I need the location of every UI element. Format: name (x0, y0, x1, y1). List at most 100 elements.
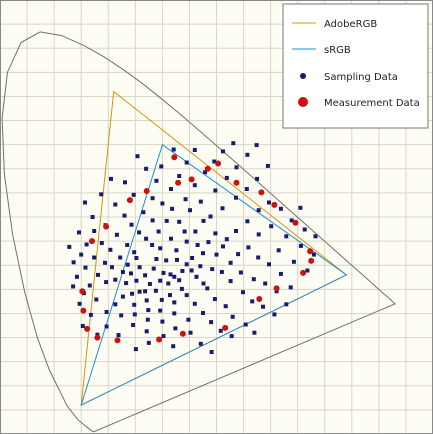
legend-sampling-swatch (300, 73, 306, 79)
measurement-point (188, 176, 195, 183)
measurement-point (89, 238, 95, 245)
sampling-point (134, 278, 139, 283)
measurement-point (171, 154, 178, 161)
measurement-point (292, 219, 299, 226)
sampling-point (150, 196, 155, 201)
sampling-point (144, 236, 149, 241)
measurement-point (271, 201, 278, 208)
sampling-point (311, 252, 316, 257)
sampling-point (154, 178, 159, 183)
sampling-point (291, 259, 296, 264)
sampling-point (129, 222, 134, 227)
sampling-point (144, 166, 149, 171)
sampling-point (158, 246, 163, 251)
sampling-point (154, 257, 159, 261)
measurement-point (256, 296, 263, 302)
sampling-point (201, 311, 205, 315)
sampling-point (192, 301, 197, 306)
sampling-point (77, 230, 81, 235)
measurement-data-points (79, 154, 315, 344)
sampling-point (169, 236, 173, 241)
sampling-point (230, 314, 235, 319)
sampling-point (201, 251, 205, 256)
measurement-point (215, 160, 222, 167)
sampling-point (284, 234, 289, 239)
sampling-point (172, 311, 177, 316)
sampling-point (251, 277, 256, 282)
sampling-point (305, 268, 310, 273)
sampling-point (173, 326, 178, 331)
sampling-point (122, 213, 127, 218)
sampling-point (132, 302, 137, 307)
sampling-point (194, 274, 199, 279)
sampling-point (118, 255, 123, 260)
sampling-point (221, 149, 225, 154)
sampling-point (192, 148, 197, 152)
sampling-point (214, 252, 219, 257)
sampling-point (123, 180, 127, 185)
sampling-point (183, 197, 188, 202)
sampling-point (132, 312, 137, 317)
measurement-point (143, 188, 150, 194)
sampling-data-points (67, 141, 318, 354)
sampling-point (190, 256, 195, 260)
sampling-point (208, 214, 213, 219)
sampling-point (220, 206, 225, 211)
legend: AdobeRGB sRGB Sampling Data Measurement … (282, 3, 429, 129)
sampling-point (212, 159, 217, 164)
sampling-point (169, 187, 173, 191)
sampling-point (141, 210, 146, 215)
measurement-point (233, 179, 240, 186)
sampling-point (160, 201, 165, 206)
measurement-point (79, 288, 86, 295)
sampling-point (114, 232, 119, 237)
sampling-point (161, 334, 166, 339)
sampling-point (159, 164, 164, 169)
sampling-point (252, 330, 257, 335)
sampling-point (109, 176, 113, 181)
sampling-point (278, 206, 283, 211)
sampling-point (88, 312, 93, 317)
measurement-point (156, 336, 163, 343)
sampling-point (120, 270, 125, 274)
sampling-point (198, 264, 203, 269)
sampling-point (289, 218, 294, 223)
sampling-point (90, 215, 95, 219)
sampling-point (198, 199, 203, 204)
legend-sampling-label: Sampling Data (324, 72, 398, 83)
sampling-point (224, 175, 229, 180)
sampling-point (143, 273, 148, 278)
sampling-point (254, 143, 259, 148)
sampling-point (171, 344, 176, 349)
sampling-point (174, 248, 179, 253)
measurement-point (175, 179, 182, 186)
sampling-point (119, 313, 124, 318)
sampling-point (166, 281, 171, 286)
sampling-point (209, 320, 214, 325)
sampling-point (133, 347, 138, 352)
sampling-point (125, 262, 130, 267)
sampling-point (158, 308, 163, 313)
sampling-point (156, 229, 161, 234)
sampling-point (209, 350, 214, 354)
legend-measurement-swatch (298, 97, 308, 107)
sampling-point (135, 154, 140, 159)
sampling-point (213, 188, 218, 193)
sampling-point (172, 274, 177, 279)
sampling-point (184, 262, 189, 267)
sampling-point (113, 302, 118, 307)
sampling-point (147, 282, 152, 286)
sampling-point (298, 205, 303, 210)
sampling-point (228, 260, 233, 265)
sampling-point (99, 241, 104, 245)
sampling-point (182, 229, 187, 234)
sampling-point (71, 260, 76, 265)
sampling-point (160, 319, 165, 324)
sampling-point (131, 192, 136, 197)
sampling-point (145, 317, 150, 322)
measurement-point (308, 257, 315, 264)
sampling-point (150, 218, 155, 223)
sampling-point (96, 272, 100, 277)
sampling-point (144, 329, 149, 334)
